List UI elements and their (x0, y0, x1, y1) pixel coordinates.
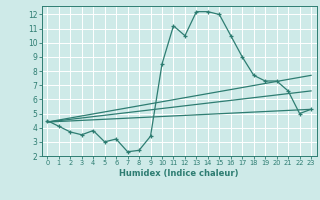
X-axis label: Humidex (Indice chaleur): Humidex (Indice chaleur) (119, 169, 239, 178)
